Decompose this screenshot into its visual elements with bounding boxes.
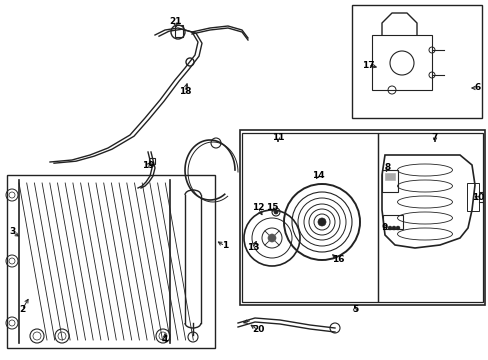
Text: 21: 21 <box>168 18 181 27</box>
Text: 19: 19 <box>142 161 154 170</box>
Text: 6: 6 <box>474 84 480 93</box>
Bar <box>384 173 394 180</box>
Text: 11: 11 <box>271 134 284 143</box>
Text: 16: 16 <box>331 256 344 265</box>
Circle shape <box>267 234 275 242</box>
Text: 12: 12 <box>251 203 264 212</box>
Bar <box>377 133 482 302</box>
Bar <box>466 183 478 211</box>
Bar <box>175 25 183 37</box>
Bar <box>149 158 155 164</box>
Text: 14: 14 <box>311 171 324 180</box>
Text: 20: 20 <box>251 325 264 334</box>
Bar <box>381 170 397 192</box>
Text: 3: 3 <box>9 228 15 237</box>
Text: 13: 13 <box>246 243 259 252</box>
Text: 17: 17 <box>361 60 373 69</box>
Bar <box>242 133 377 302</box>
Bar <box>382 215 402 229</box>
Text: 9: 9 <box>381 224 387 233</box>
Text: 18: 18 <box>179 87 191 96</box>
Text: 10: 10 <box>471 194 483 202</box>
Circle shape <box>273 210 278 214</box>
Circle shape <box>395 226 399 230</box>
Text: 15: 15 <box>265 203 278 212</box>
Circle shape <box>391 226 395 230</box>
Circle shape <box>317 218 325 226</box>
Bar <box>7 175 215 348</box>
Circle shape <box>387 226 391 230</box>
Text: 2: 2 <box>19 306 25 315</box>
Text: 5: 5 <box>351 306 357 315</box>
Text: 8: 8 <box>384 162 390 171</box>
Bar <box>240 130 484 305</box>
Bar <box>371 35 431 90</box>
Bar <box>351 5 481 118</box>
Text: 1: 1 <box>222 242 228 251</box>
Text: 4: 4 <box>162 336 168 345</box>
Text: 7: 7 <box>431 134 437 143</box>
